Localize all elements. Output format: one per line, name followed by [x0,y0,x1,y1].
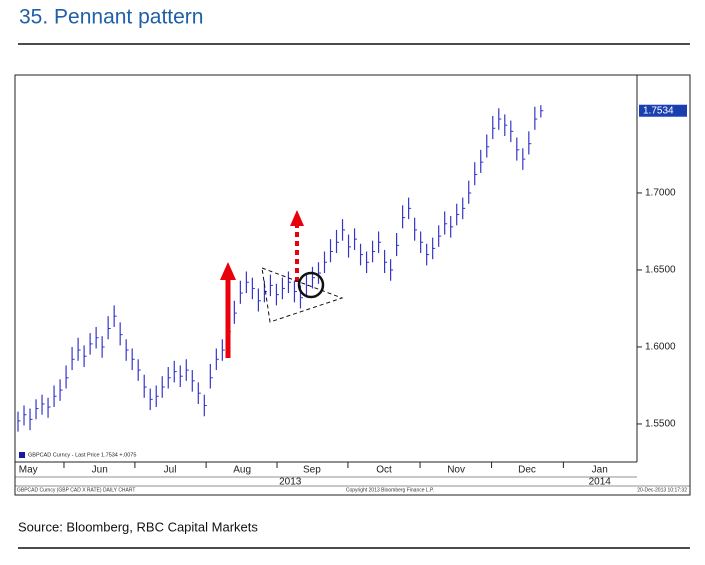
x-tick-label: Jun [92,465,108,476]
breakout-circle [297,271,325,299]
legend-label: GBPCAD Curncy - Last Price 1.7534 +.0075 [28,452,136,458]
arrow-head [220,262,236,280]
footer-center: Copyright 2013 Bloomberg Finance L.P. [346,487,434,493]
price-bars [17,105,544,432]
x-tick-label: Nov [447,465,465,476]
last-price-box [639,104,687,117]
legend-swatch [19,452,25,458]
x-tick-label: Dec [518,465,536,476]
dotted-arrow-head [290,210,304,226]
year-label: 2013 [279,477,302,488]
x-tick-label: May [19,465,38,476]
year-label: 2014 [589,477,612,488]
chart-title: 35. Pennant pattern [19,6,203,29]
footer-right: 20-Dec-2013 10:17:32 [637,487,687,493]
x-tick-label: Jul [164,465,177,476]
y-tick-label: 1.5500 [645,419,676,430]
x-tick-label: Sep [303,465,321,476]
annotations [220,210,344,358]
x-tick-label: Jan [592,465,608,476]
y-tick-label: 1.7000 [645,188,676,199]
chart-frame [14,74,691,496]
source-note: Source: Bloomberg, RBC Capital Markets [18,519,258,534]
x-tick-label: Oct [376,465,392,476]
y-tick-label: 1.6000 [645,342,676,353]
last-price-label: 1.7534 [643,105,674,116]
y-tick-label: 1.6500 [645,265,676,276]
x-tick-label: Aug [233,465,251,476]
pennant-triangle [261,267,344,323]
footer-left: GBPCAD Curncy (GBP CAD X RATE) DAILY CHA… [17,487,135,493]
